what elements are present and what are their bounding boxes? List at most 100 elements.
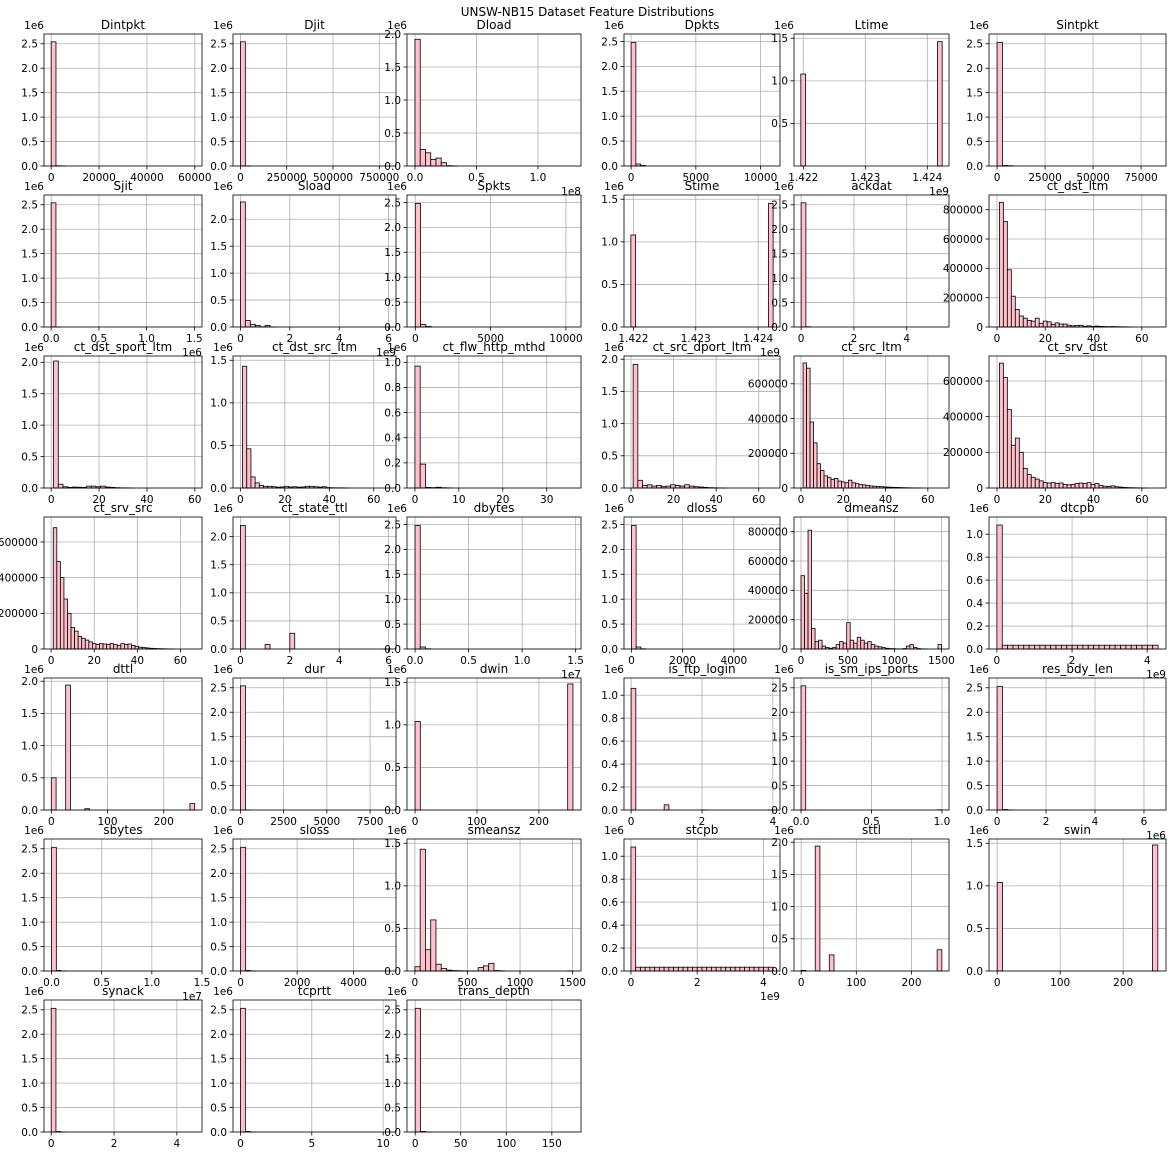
y-tick-label: 1.5 [966, 87, 983, 99]
y-tick-label: 0.0 [601, 966, 618, 978]
histogram-bar [414, 365, 421, 489]
x-offset-label: 1e7 [561, 669, 581, 681]
histogram-bar [1062, 484, 1068, 489]
histogram-bar [440, 162, 447, 167]
x-tick-label: 0 [994, 333, 1001, 345]
y-offset-label: 1e6 [213, 503, 233, 515]
histogram-bar [837, 480, 842, 489]
histogram-bar [839, 641, 844, 650]
x-tick-label: 0 [798, 333, 805, 345]
histogram-bar [242, 365, 248, 489]
plot-frame [43, 677, 203, 811]
y-tick-label: 0.5 [384, 923, 401, 935]
y-tick-label: 1.5 [771, 33, 788, 45]
x-tick-label: 2 [111, 1138, 118, 1150]
y-offset-label: 1e6 [24, 825, 44, 837]
y-tick-label: 200000 [748, 614, 788, 626]
histogram-bar [1018, 451, 1024, 489]
y-tick-label: 0.0 [210, 805, 227, 817]
x-tick-label: 20 [88, 655, 101, 667]
x-tick-label: 60 [1135, 333, 1148, 345]
plot-frame [43, 999, 203, 1133]
histogram-bar [414, 966, 421, 972]
x-tick-label: 1.424 [912, 172, 942, 184]
x-tick-label: 4 [336, 655, 343, 667]
x-tick-label: 0 [628, 494, 635, 506]
panel-title: ct_src_dport_ltm [653, 340, 752, 354]
panel-title: res_bdy_len [1042, 662, 1113, 676]
y-tick-label: 0.0 [601, 805, 618, 817]
y-offset-label: 1e6 [213, 342, 233, 354]
y-tick-label: 2.5 [601, 36, 618, 48]
histogram-bar [488, 962, 495, 972]
y-tick-label: 1.0 [601, 418, 618, 430]
y-tick-label: 0.8 [601, 874, 618, 886]
panel-title: ct_srv_src [93, 501, 152, 515]
y-tick-label: 0.5 [966, 780, 983, 792]
panel-title: Sload [298, 179, 331, 193]
y-tick-label: 0.5 [966, 136, 983, 148]
y-tick-label: 1.5 [966, 731, 983, 743]
x-tick-label: 4000 [721, 655, 748, 667]
y-tick-label: 1.5 [210, 731, 227, 743]
histogram-bar [1030, 320, 1036, 328]
x-tick-label: 2 [286, 655, 293, 667]
x-tick-label: 20 [667, 494, 680, 506]
y-tick-label: 1.0 [601, 237, 618, 249]
histogram-bar [131, 645, 136, 650]
y-tick-label: 1.5 [384, 677, 401, 689]
y-tick-label: 1.5 [384, 1053, 401, 1065]
histogram-panel: ct_flw_http_mthd 0.0 0.2 0.4 0.6 0.8 1.0 0 10 20 3… [384, 340, 582, 506]
histogram-bar [244, 320, 251, 328]
x-tick-label: 60 [174, 655, 187, 667]
x-offset-label: 1e6 [1146, 830, 1166, 842]
histogram-bar [254, 482, 260, 489]
plot-frame [793, 33, 950, 167]
y-tick-label: 0.0 [601, 322, 618, 334]
histogram-bar [630, 687, 637, 811]
histogram-bar [414, 525, 421, 650]
histogram-bar [851, 482, 856, 489]
histogram-bar [725, 966, 731, 972]
y-tick-label: 400000 [748, 585, 788, 597]
x-tick-label: 0 [412, 1138, 419, 1150]
panel-title: is_sm_ips_ports [825, 662, 919, 676]
y-offset-label: 1e6 [774, 664, 794, 676]
x-tick-label: 20 [92, 494, 105, 506]
y-tick-label: 0.4 [966, 598, 983, 610]
y-tick-label: 1.0 [384, 594, 401, 606]
x-tick-label: 1000 [881, 655, 908, 667]
histogram-bar [734, 966, 741, 972]
y-offset-label: 1e6 [774, 825, 794, 837]
x-tick-label: 0 [994, 494, 1001, 506]
histogram-bar [50, 202, 57, 328]
histogram-bar [59, 577, 65, 650]
y-tick-label: 0.0 [601, 644, 618, 656]
x-tick-label: 1.0 [530, 172, 547, 184]
histogram-bar [1022, 317, 1028, 328]
histogram-bar [1026, 319, 1032, 328]
y-offset-label: 1e6 [387, 181, 407, 193]
y-tick-label: 400000 [748, 413, 788, 425]
x-tick-label: 40 [1087, 494, 1100, 506]
histogram-panel: synack 0.0 0.5 1.0 1.5 2.0 2.5 0 2 4 1e6 [21, 984, 203, 1150]
histogram-bar [640, 966, 646, 972]
histogram-bar [996, 685, 1003, 811]
y-tick-label: 1.5 [384, 247, 401, 259]
histogram-bar [646, 484, 653, 489]
histogram-bar [414, 1007, 421, 1133]
y-offset-label: 1e6 [213, 825, 233, 837]
x-tick-label: 1.423 [850, 172, 880, 184]
x-tick-label: 60 [752, 494, 765, 506]
x-tick-label: 20 [278, 494, 291, 506]
panel-title: Djit [304, 18, 325, 32]
histogram-panel: Stime 0.0 0.5 1.0 1.5 1.422 1.423 1.424 1e6 1e9 [601, 179, 781, 359]
histogram-bar [53, 360, 59, 489]
y-tick-label: 1.5 [21, 87, 38, 99]
histogram-panel: ackdat 0.0 0.5 1.0 1.5 2.0 2.5 0 2 4 1e6 [771, 179, 950, 345]
histogram-bar [758, 966, 764, 972]
histogram-bar [821, 645, 827, 650]
histogram-bar [419, 149, 426, 167]
y-tick-label: 1.5 [21, 708, 38, 720]
